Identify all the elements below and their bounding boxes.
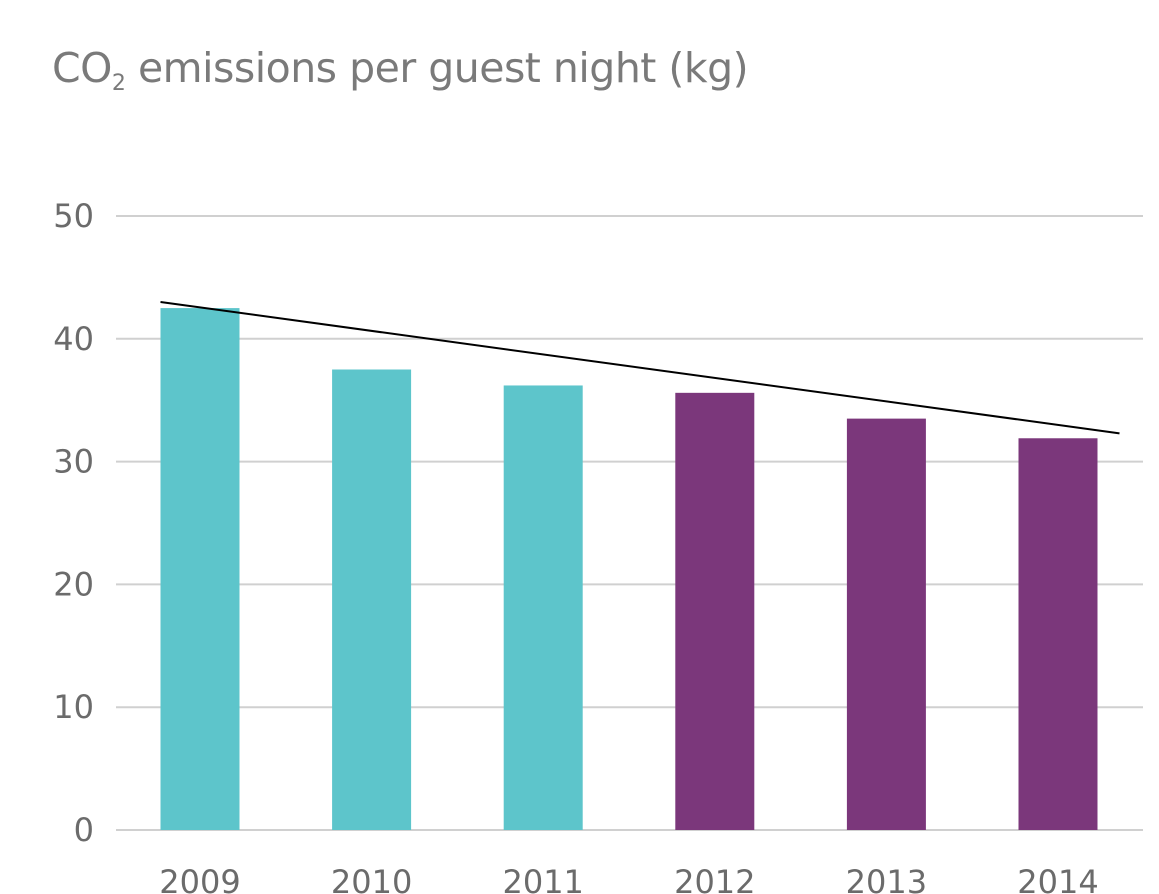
- x-tick-label: 2014: [1017, 863, 1098, 894]
- bar-2012: [675, 392, 755, 830]
- trendline: [160, 300, 1120, 435]
- bar-2010: [332, 369, 412, 830]
- chart-title: CO2 emissions per guest night (kg): [52, 44, 749, 96]
- x-tick-label: 2013: [846, 863, 927, 894]
- x-axis-tick-labels: 2009 2010 2011 2012 2013 2014: [159, 863, 1098, 894]
- bar-2013: [846, 418, 926, 830]
- bar-2011: [503, 385, 583, 830]
- chart-title-subscript: 2: [111, 71, 126, 96]
- y-tick-label: 0: [74, 811, 94, 849]
- chart-title-prefix: CO: [52, 44, 112, 92]
- x-tick-label: 2009: [159, 863, 240, 894]
- y-tick-label: 20: [53, 565, 94, 603]
- chart-title-rest: emissions per guest night (kg): [125, 44, 749, 92]
- y-axis-tick-labels: 0 10 20 30 40 50: [53, 197, 94, 849]
- x-tick-label: 2012: [674, 863, 755, 894]
- bar-2009: [160, 308, 240, 831]
- bar-2014: [1018, 438, 1098, 830]
- trendline-group: [160, 300, 1120, 435]
- x-tick-label: 2010: [331, 863, 412, 894]
- y-tick-label: 10: [53, 688, 94, 726]
- y-tick-label: 50: [53, 197, 94, 235]
- y-tick-label: 40: [53, 320, 94, 358]
- y-tick-label: 30: [53, 443, 94, 481]
- x-tick-label: 2011: [502, 863, 583, 894]
- bars: [160, 308, 1098, 831]
- gridlines: [116, 215, 1143, 831]
